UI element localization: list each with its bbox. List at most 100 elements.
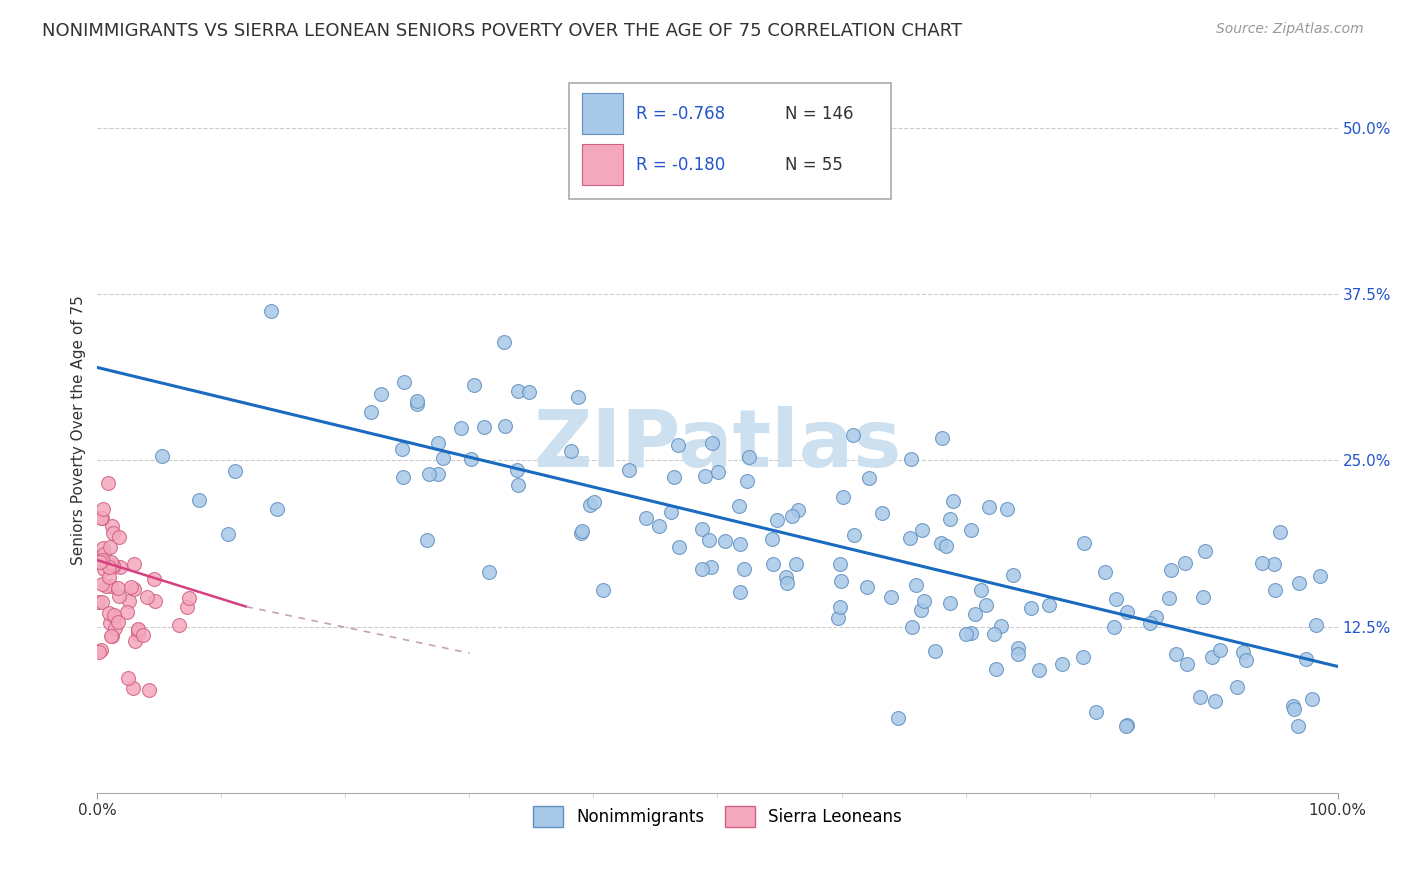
Y-axis label: Seniors Poverty Over the Age of 75: Seniors Poverty Over the Age of 75 (72, 296, 86, 566)
Point (931, 431, 953, 445)
Point (1234, 653, 1257, 667)
Point (188, 492, 211, 507)
Point (1104, 620, 1126, 634)
Point (1284, 702, 1306, 716)
Point (695, 469, 717, 483)
Point (90, 511, 112, 525)
Point (856, 580, 879, 594)
Point (259, 304, 281, 318)
Point (143, 594, 166, 608)
Point (728, 500, 751, 514)
Point (939, 511, 962, 525)
Point (1007, 640, 1029, 655)
Point (1309, 569, 1331, 583)
Point (266, 502, 288, 516)
Text: ZIPatlas: ZIPatlas (533, 406, 901, 484)
Point (1226, 680, 1249, 694)
Point (472, 420, 495, 434)
Point (93, 547, 115, 561)
Point (1094, 565, 1116, 579)
Point (901, 620, 924, 634)
Point (1050, 657, 1073, 671)
Point (392, 375, 415, 389)
Point (960, 523, 983, 537)
Point (90, 511, 112, 525)
Point (664, 469, 686, 483)
Point (785, 557, 807, 571)
Point (827, 611, 849, 625)
Point (571, 524, 593, 538)
Point (224, 464, 246, 478)
Point (100, 555, 122, 569)
Point (898, 531, 921, 545)
Point (910, 602, 932, 616)
Point (360, 405, 382, 419)
Point (780, 509, 803, 524)
Point (924, 644, 946, 658)
Point (138, 683, 160, 698)
Legend: Nonimmigrants, Sierra Leoneans: Nonimmigrants, Sierra Leoneans (524, 798, 910, 835)
Point (1270, 525, 1292, 540)
Point (91, 595, 114, 609)
Point (911, 523, 934, 537)
Point (697, 533, 720, 547)
Point (1002, 568, 1025, 582)
Point (450, 420, 472, 434)
Point (127, 626, 149, 640)
Point (101, 558, 124, 573)
Point (1084, 705, 1107, 719)
Point (91, 502, 114, 516)
Point (990, 619, 1012, 633)
Point (762, 557, 785, 571)
Point (692, 562, 714, 576)
Point (152, 450, 174, 464)
Point (560, 444, 582, 458)
Point (636, 511, 658, 525)
Point (104, 609, 127, 624)
Point (977, 500, 1000, 514)
Point (1038, 598, 1060, 612)
Point (995, 502, 1018, 516)
Point (960, 626, 983, 640)
Point (406, 397, 429, 411)
Point (494, 418, 516, 433)
Point (1282, 699, 1305, 714)
Point (880, 590, 903, 604)
Point (965, 607, 987, 621)
Point (1073, 650, 1095, 665)
Point (478, 565, 501, 579)
Point (1116, 605, 1139, 619)
Point (117, 605, 139, 619)
Point (582, 495, 605, 509)
Point (463, 377, 485, 392)
Point (842, 427, 865, 442)
Point (107, 589, 129, 603)
Point (1105, 591, 1128, 606)
Point (858, 470, 880, 484)
Point (179, 591, 201, 605)
Point (1116, 718, 1139, 732)
Point (787, 503, 810, 517)
Point (101, 560, 124, 574)
Point (700, 560, 723, 574)
Point (427, 436, 450, 450)
Point (1286, 719, 1309, 733)
Point (108, 560, 131, 574)
Point (122, 681, 145, 696)
Point (761, 533, 783, 547)
Point (370, 387, 392, 401)
Point (830, 574, 852, 589)
Point (776, 576, 799, 591)
Point (91, 553, 114, 567)
Point (97, 570, 120, 584)
Point (416, 533, 439, 548)
Point (97, 560, 120, 574)
Point (1157, 591, 1180, 605)
Point (984, 662, 1007, 676)
Point (870, 506, 893, 520)
Point (700, 435, 723, 450)
Point (648, 519, 671, 533)
Point (89, 555, 111, 569)
Point (733, 561, 755, 575)
Point (1028, 663, 1050, 677)
